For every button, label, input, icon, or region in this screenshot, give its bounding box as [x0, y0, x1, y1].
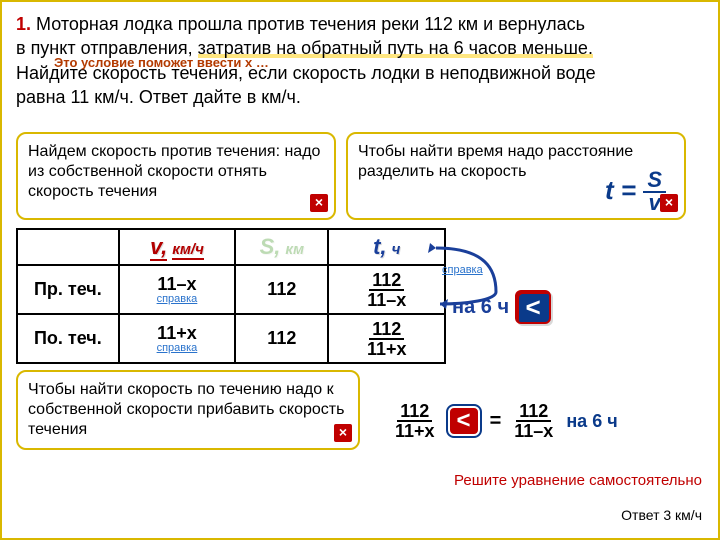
th-t: t, ч — [328, 229, 445, 265]
row2-s-val: 112 — [267, 328, 296, 348]
row2-t-top: 112 — [369, 320, 404, 340]
eq-frac-b: 112 11–x — [511, 402, 556, 440]
row2-v: 11+x справка — [119, 314, 236, 363]
th-s: S, км — [235, 229, 328, 265]
formula-t: t — [605, 175, 614, 205]
th-v: v, км/ч — [119, 229, 236, 265]
answer-line: Ответ 3 км/ч — [621, 507, 702, 523]
hint-overlay: Это условие поможет ввести х … — [54, 55, 269, 70]
less-than-badge: < — [515, 290, 551, 324]
hdr-t-unit: ч — [392, 241, 401, 258]
formula-eq: = — [621, 175, 636, 205]
formula-t-eq-s-over-v: t = S v — [605, 170, 666, 214]
table-header-row: v, км/ч S, км t, ч — [17, 229, 445, 265]
hintbox-bottom-text: Чтобы найти скорость по течению надо к с… — [28, 381, 344, 438]
less-than-badge-small: < — [448, 406, 480, 436]
row1-v-val: 11–x — [157, 274, 196, 294]
mid-row: Найдем скорость против течения: надо из … — [16, 132, 704, 220]
eq-a-bot: 11+x — [392, 422, 438, 440]
motion-table: v, км/ч S, км t, ч Пр. теч. 11–x справка — [16, 228, 446, 364]
row2-s: 112 — [235, 314, 328, 363]
row1-t-frac: 112 11–x — [364, 271, 409, 309]
row1-t-top: 112 — [369, 271, 404, 291]
row1-t-bot: 11–x — [364, 291, 409, 309]
equation-row: 112 11+x < = 112 11–x на 6 ч — [392, 402, 618, 440]
hdr-s-unit: км — [285, 241, 304, 258]
row1-v: 11–x справка — [119, 265, 236, 314]
spravka-link-right[interactable]: справка — [442, 264, 483, 276]
eq-a-top: 112 — [397, 402, 432, 422]
na6-text: на 6 ч — [452, 296, 509, 319]
close-icon[interactable]: × — [334, 424, 352, 442]
row1-s-val: 112 — [267, 279, 296, 299]
row2-t-bot: 11+x — [364, 340, 410, 358]
spravka-link[interactable]: справка — [126, 293, 229, 305]
row1-t: 112 11–x — [328, 265, 445, 314]
hintbox-right-text: Чтобы найти время надо расстояние раздел… — [358, 143, 633, 180]
eq-b-bot: 11–x — [511, 422, 556, 440]
eq-b-top: 112 — [516, 402, 551, 422]
row1-label: Пр. теч. — [17, 265, 119, 314]
row2-v-val: 11+x — [157, 323, 197, 343]
problem-line1: Моторная лодка прошла против течения рек… — [36, 14, 585, 34]
eq-equals: = — [490, 410, 502, 433]
hintbox-right: Чтобы найти время надо расстояние раздел… — [346, 132, 686, 220]
eq-na6: на 6 ч — [566, 411, 617, 432]
hintbox-bottom: Чтобы найти скорость по течению надо к с… — [16, 370, 360, 450]
hdr-v-unit: км/ч — [172, 241, 204, 260]
solve-yourself: Решите уравнение самостоятельно — [454, 472, 702, 489]
row1-s: 112 — [235, 265, 328, 314]
close-icon[interactable]: × — [310, 194, 328, 212]
table-row: По. теч. 11+x справка 112 112 11+x — [17, 314, 445, 363]
less-by-6h: на 6 ч < — [452, 290, 551, 324]
row2-t-frac: 112 11+x — [364, 320, 410, 358]
table-row: Пр. теч. 11–x справка 112 112 11–x — [17, 265, 445, 314]
close-icon[interactable]: × — [660, 194, 678, 212]
row2-t: 112 11+x — [328, 314, 445, 363]
hintbox-left-text: Найдем скорость против течения: надо из … — [28, 143, 320, 200]
hdr-s-symbol: S, — [260, 234, 281, 259]
problem-number: 1. — [16, 14, 31, 34]
hdr-t-symbol: t, — [373, 234, 386, 259]
slide-frame: 1. Моторная лодка прошла против течения … — [0, 0, 720, 540]
hdr-v-symbol: v, — [150, 234, 167, 261]
table-wrap: v, км/ч S, км t, ч Пр. теч. 11–x справка — [16, 228, 446, 364]
hintbox-left: Найдем скорость против течения: надо из … — [16, 132, 336, 220]
eq-frac-a: 112 11+x — [392, 402, 438, 440]
row2-label: По. теч. — [17, 314, 119, 363]
problem-line4: равна 11 км/ч. Ответ дайте в км/ч. — [16, 87, 301, 107]
th-blank — [17, 229, 119, 265]
spravka-link[interactable]: справка — [126, 342, 229, 354]
